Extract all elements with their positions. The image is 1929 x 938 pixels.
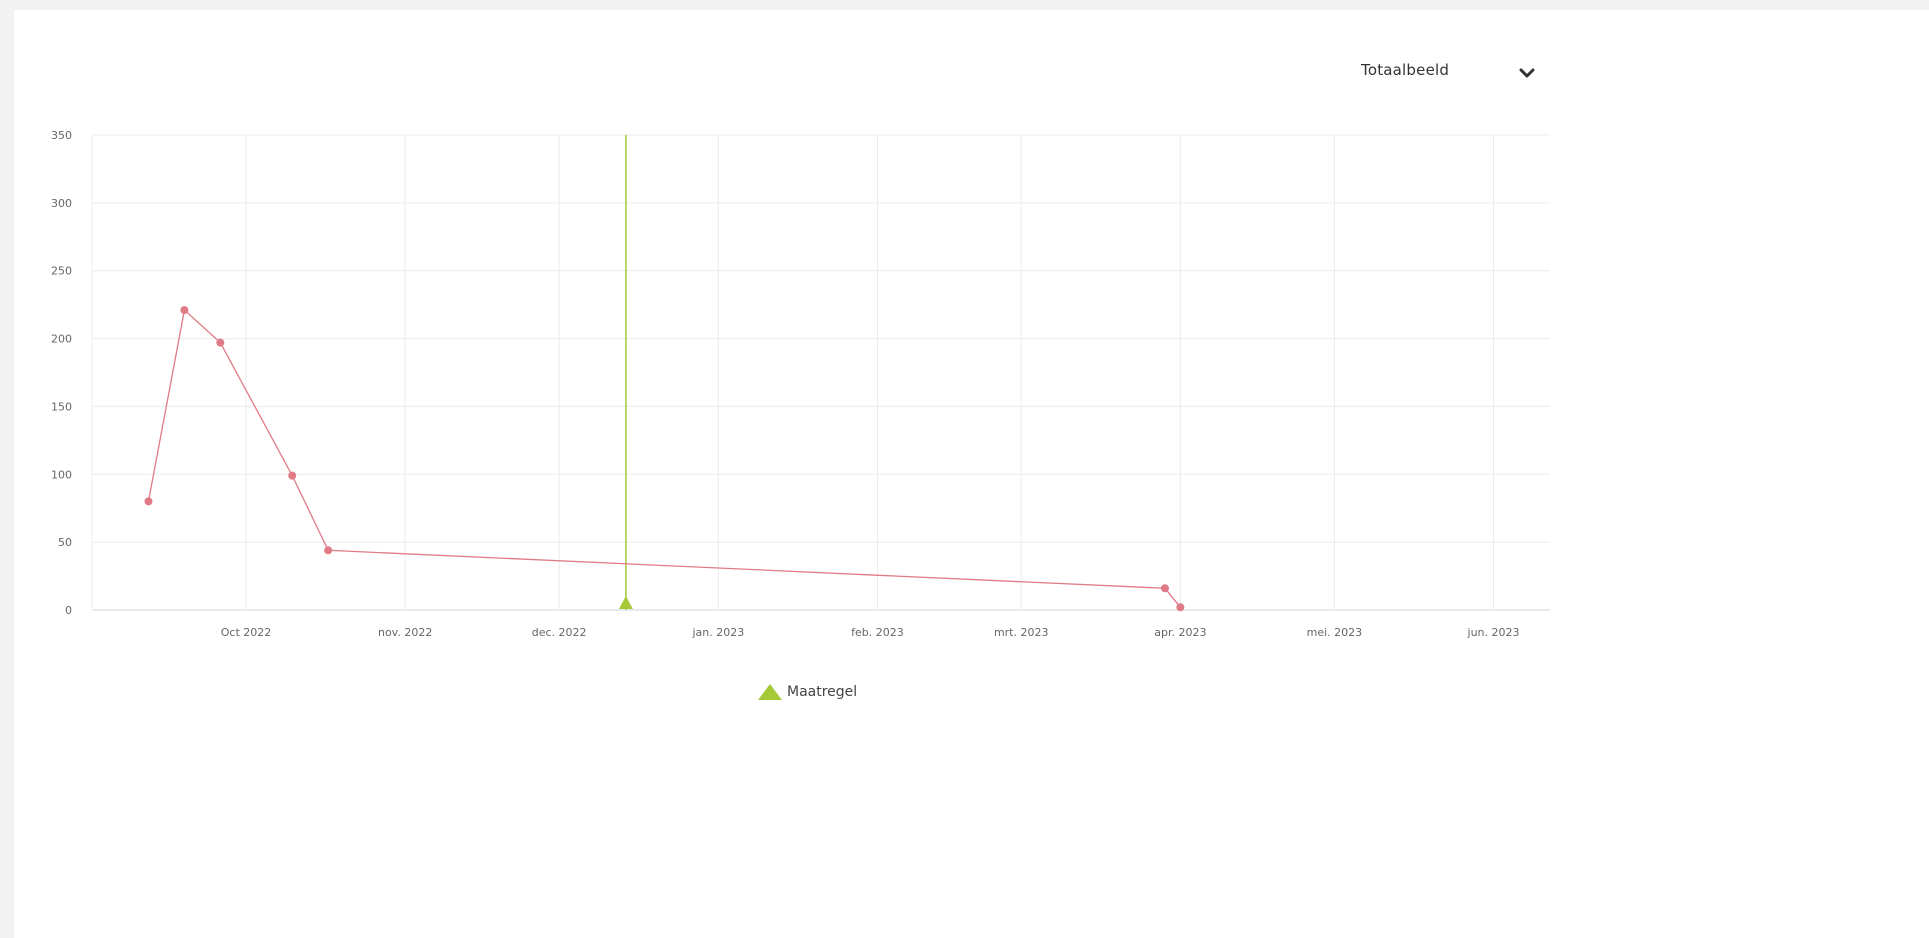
- y-tick-label: 150: [51, 400, 72, 413]
- maatregel-marker-triangle: [618, 596, 633, 609]
- data-point: [216, 338, 225, 347]
- data-point: [180, 306, 189, 315]
- x-tick-label: feb. 2023: [851, 626, 904, 639]
- data-point: [1176, 603, 1185, 612]
- x-tick-label: nov. 2022: [378, 626, 432, 639]
- y-tick-label: 250: [51, 265, 72, 278]
- x-tick-label: jun. 2023: [1467, 626, 1520, 639]
- x-tick-label: jan. 2023: [691, 626, 744, 639]
- y-tick-label: 200: [51, 333, 72, 346]
- data-point: [1160, 584, 1169, 593]
- series-line: [147, 308, 1181, 608]
- data-point: [324, 546, 333, 555]
- view-selector-dropdown[interactable]: Totaalbeeld: [1355, 58, 1555, 92]
- x-tick-label: dec. 2022: [532, 626, 587, 639]
- x-tick-label: apr. 2023: [1154, 626, 1206, 639]
- y-tick-label: 350: [51, 129, 72, 142]
- data-point: [144, 497, 153, 506]
- view-selector-label: Totaalbeeld: [1361, 61, 1450, 79]
- x-tick-label: Oct 2022: [221, 626, 272, 639]
- legend-maatregel-label: Maatregel: [787, 684, 857, 700]
- legend-maatregel-icon: [758, 684, 782, 700]
- y-tick-label: 300: [51, 197, 72, 210]
- y-tick-label: 100: [51, 468, 72, 481]
- data-point: [288, 471, 297, 480]
- x-tick-label: mrt. 2023: [994, 626, 1049, 639]
- chevron-down-icon[interactable]: [1517, 64, 1537, 84]
- x-tick-label: mei. 2023: [1307, 626, 1363, 639]
- y-tick-label: 50: [58, 536, 72, 549]
- y-tick-label: 0: [65, 604, 72, 617]
